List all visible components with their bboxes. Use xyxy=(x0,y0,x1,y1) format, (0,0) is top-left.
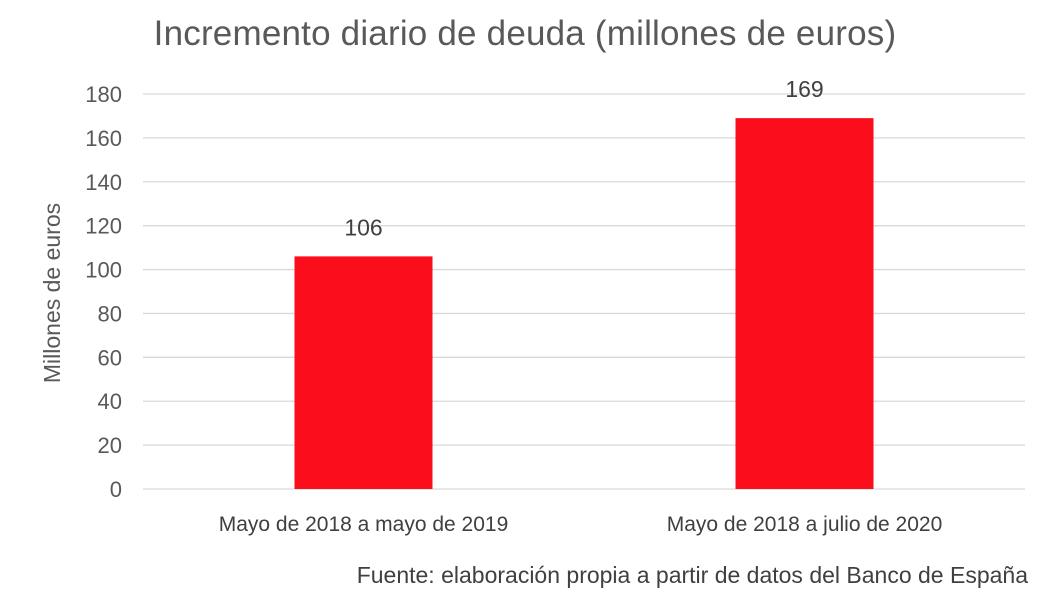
bars xyxy=(294,118,874,489)
x-category-label: Mayo de 2018 a mayo de 2019 xyxy=(219,513,509,536)
data-label: 169 xyxy=(785,76,823,102)
gridlines xyxy=(143,93,1025,490)
y-tick-label: 40 xyxy=(98,389,122,414)
y-tick-label: 100 xyxy=(85,258,122,283)
y-tick-label: 160 xyxy=(85,126,122,151)
x-category-labels: Mayo de 2018 a mayo de 2019 Mayo de 2018 … xyxy=(219,513,943,536)
bar-2 xyxy=(735,118,874,489)
y-tick-label: 60 xyxy=(98,345,122,370)
y-axis-label: Millones de euros xyxy=(39,203,65,383)
y-tick-label: 0 xyxy=(110,477,122,502)
x-category-label: Mayo de 2018 a julio de 2020 xyxy=(667,513,943,536)
y-tick-labels: 0 20 40 60 80 100 120 140 160 180 xyxy=(85,82,122,502)
y-tick-label: 180 xyxy=(85,82,122,107)
data-labels: 106 169 xyxy=(344,76,823,240)
chart-title: Incremento diario de deuda (millones de … xyxy=(153,14,897,53)
data-label: 106 xyxy=(344,214,382,240)
bar-1 xyxy=(294,256,433,489)
y-tick-label: 120 xyxy=(85,214,122,239)
y-tick-label: 80 xyxy=(98,301,122,326)
source-note: Fuente: elaboración propia a partir de d… xyxy=(356,562,1028,588)
y-tick-label: 20 xyxy=(98,433,122,458)
y-tick-label: 140 xyxy=(85,170,122,195)
